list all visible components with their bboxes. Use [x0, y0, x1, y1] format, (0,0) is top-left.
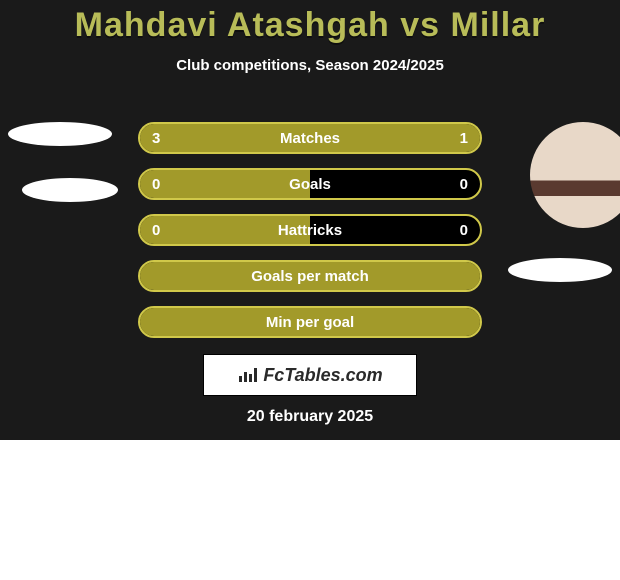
decor-disc-left-1 — [8, 122, 112, 146]
bar-label: Goals per match — [140, 262, 480, 290]
fctables-logo: FcTables.com — [203, 354, 417, 396]
bar-label: Min per goal — [140, 308, 480, 336]
bar-label: Matches — [140, 124, 480, 152]
stat-bar-1: 00Goals — [138, 168, 482, 200]
stat-bar-3: Goals per match — [138, 260, 482, 292]
page-title: Mahdavi Atashgah vs Millar — [0, 0, 620, 45]
comparison-panel: Mahdavi Atashgah vs Millar Club competit… — [0, 0, 620, 440]
stat-bar-4: Min per goal — [138, 306, 482, 338]
stat-bar-0: 31Matches — [138, 122, 482, 154]
stat-bar-2: 00Hattricks — [138, 214, 482, 246]
decor-disc-right — [508, 258, 612, 282]
decor-disc-left-2 — [22, 178, 118, 202]
chart-bars-icon — [237, 366, 259, 384]
subtitle: Club competitions, Season 2024/2025 — [0, 57, 620, 74]
player-avatar-right — [530, 122, 620, 228]
logo-text: FcTables.com — [263, 365, 382, 386]
date-text: 20 february 2025 — [0, 408, 620, 426]
stat-bars: 31Matches 00Goals 00Hattricks Goals per mat… — [138, 122, 482, 352]
bar-label: Hattricks — [140, 216, 480, 244]
bar-label: Goals — [140, 170, 480, 198]
